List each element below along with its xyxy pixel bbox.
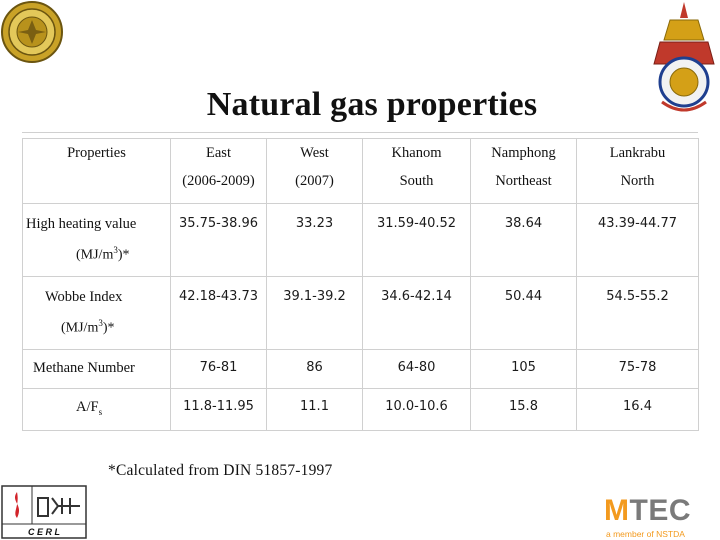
header-sublabel: Northeast (495, 173, 552, 189)
header-label: Khanom (391, 145, 442, 161)
header-label: Lankrabu (609, 145, 666, 161)
table-cell: 105 (470, 349, 577, 389)
header-sublabel: North (620, 173, 655, 189)
table-cell: 43.39-44.77 (576, 203, 699, 277)
table-cell: 54.5-55.2 (576, 276, 699, 350)
table-cell: 64-80 (362, 349, 471, 389)
header-sublabel: (2006-2009) (182, 173, 255, 189)
table-cell: 31.59-40.52 (362, 203, 471, 277)
table-cell: 11.1 (266, 388, 363, 431)
mtec-wordmark: MTEC (604, 494, 691, 527)
header-cell: Properties (22, 138, 171, 204)
table-row: Methane Number 76-81 86 64-80 105 75-78 (22, 349, 699, 389)
row-label: Wobbe Index (45, 289, 123, 305)
row-label-cell: Wobbe Index (MJ/m3)* (22, 276, 171, 350)
header-cell: Khanom South (362, 138, 471, 204)
row-label: High heating value (26, 216, 137, 232)
table-cell: 86 (266, 349, 363, 389)
row-label: Methane Number (33, 360, 135, 376)
header-cell: West (2007) (266, 138, 363, 204)
table-cell: 34.6-42.14 (362, 276, 471, 350)
row-unit: (MJ/m3)* (76, 245, 130, 263)
header-cell: Namphong Northeast (470, 138, 577, 204)
table-row: Wobbe Index (MJ/m3)* 42.18-43.73 39.1-39… (22, 276, 699, 350)
header-cell: Lankrabu North (576, 138, 699, 204)
header-label: Namphong (491, 145, 556, 161)
table-cell: 75-78 (576, 349, 699, 389)
mtec-logo: MTEC a member of NSTDA (604, 494, 720, 540)
table-row: A/Fs 11.8-11.95 11.1 10.0-10.6 15.8 16.4 (22, 388, 699, 431)
properties-table: Properties East (2006-2009) West (2007) … (22, 138, 699, 431)
header-sublabel: South (399, 173, 434, 189)
table-header-row: Properties East (2006-2009) West (2007) … (22, 138, 699, 204)
table-cell: 10.0-10.6 (362, 388, 471, 431)
row-label: A/Fs (76, 399, 103, 417)
seal-icon (1, 1, 63, 63)
university-seal-logo (0, 0, 64, 64)
emblem-icon (653, 2, 715, 112)
row-unit: (MJ/m3)* (61, 318, 115, 336)
row-label-cell: High heating value (MJ/m3)* (22, 203, 171, 277)
table-cell: 33.23 (266, 203, 363, 277)
table-cell: 42.18-43.73 (170, 276, 267, 350)
header-sublabel: (2007) (295, 173, 334, 189)
table-cell: 76-81 (170, 349, 267, 389)
row-label-cell: Methane Number (22, 349, 171, 389)
row-label-cell: A/Fs (22, 388, 171, 431)
table-cell: 38.64 (470, 203, 577, 277)
header-label: West (300, 145, 329, 161)
table-top-divider (22, 132, 698, 133)
rmut-emblem-logo (648, 0, 720, 120)
table-cell: 35.75-38.96 (170, 203, 267, 277)
header-label: East (206, 145, 231, 161)
cerl-emblem-icon: C E R L (1, 485, 87, 539)
table-cell: 50.44 (470, 276, 577, 350)
header-label: Properties (67, 145, 126, 161)
header-cell: East (2006-2009) (170, 138, 267, 204)
table-cell: 15.8 (470, 388, 577, 431)
footnote: *Calculated from DIN 51857-1997 (108, 462, 333, 479)
mtec-tagline: a member of NSTDA (606, 529, 685, 539)
table-row: High heating value (MJ/m3)* 35.75-38.96 … (22, 203, 699, 277)
cerl-logo: C E R L (0, 484, 88, 540)
svg-text:C E R L: C E R L (28, 527, 60, 537)
page-title: Natural gas properties (206, 86, 538, 123)
table-cell: 39.1-39.2 (266, 276, 363, 350)
table-cell: 16.4 (576, 388, 699, 431)
table-cell: 11.8-11.95 (170, 388, 267, 431)
